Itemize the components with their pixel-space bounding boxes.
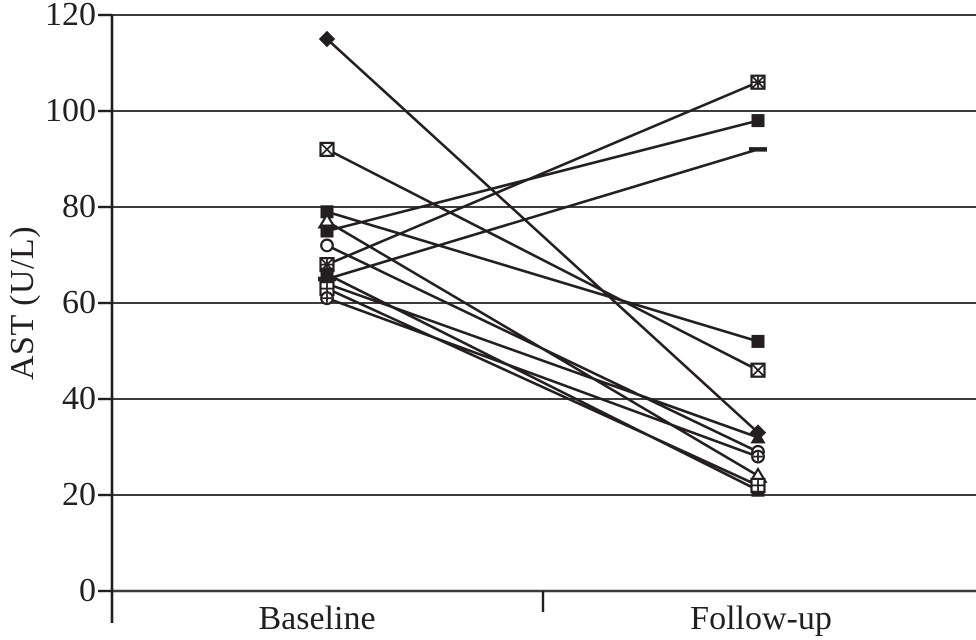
series-line-10	[326, 282, 759, 439]
marker-circle-plus	[320, 291, 334, 306]
marker-circle-open	[320, 238, 334, 253]
series-line-5	[326, 119, 759, 233]
series-line-9	[326, 148, 759, 281]
x	[751, 364, 765, 377]
y-tick-label-20: 20	[62, 476, 96, 513]
y-tick-label-80: 80	[62, 188, 96, 225]
x-category-baseline: Baseline	[258, 600, 376, 637]
y-tick-label-120: 120	[45, 0, 96, 33]
marker-square-filled	[320, 224, 334, 238]
marker-square-star	[750, 74, 766, 90]
x	[320, 143, 334, 156]
x-category-followup: Follow-up	[690, 600, 832, 637]
y-tick-label-100: 100	[45, 92, 96, 129]
marker-square-filled	[751, 114, 765, 128]
marker-circle-plus	[751, 449, 765, 464]
series-line-7	[326, 81, 759, 266]
y-tick-label-40: 40	[62, 380, 96, 417]
series-line-11	[326, 287, 759, 487]
y-tick-label-0: 0	[79, 572, 96, 609]
series-line-12	[326, 296, 759, 458]
series-line-6	[326, 244, 759, 453]
marker-square-filled	[751, 334, 765, 348]
marker-square-x	[750, 362, 766, 378]
marker-triangle-filled	[750, 430, 766, 444]
series-line-1	[326, 38, 759, 434]
series-line-2	[326, 148, 759, 372]
marker-square-x	[319, 141, 335, 157]
marker-diamond-filled	[318, 30, 336, 48]
marker-square-plus	[750, 477, 766, 493]
marker-square-filled	[320, 205, 334, 219]
y-tick-label-60: 60	[62, 284, 96, 321]
